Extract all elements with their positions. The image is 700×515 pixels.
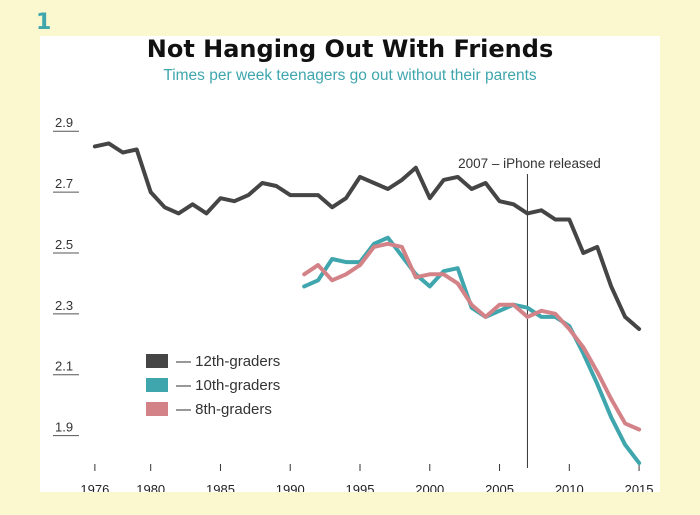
line-chart: Not Hanging Out With Friends Times per w… [53, 36, 654, 492]
y-tick: 1.9 [53, 420, 79, 437]
legend-item: — 12th-graders [146, 353, 280, 370]
figure-number: 1 [36, 10, 52, 35]
x-tick-label: 2000 [415, 482, 444, 492]
x-tick-label: 2015 [625, 482, 654, 492]
y-tick-label: 2.1 [55, 359, 73, 374]
y-tick: 2.3 [53, 298, 79, 315]
iphone-annotation-label: 2007 – iPhone released [458, 156, 601, 171]
legend-label: — 12th-graders [176, 353, 280, 370]
x-tick-label: 2005 [485, 482, 514, 492]
legend-item: — 10th-graders [146, 377, 280, 394]
series-line-8th-graders [302, 241, 642, 432]
x-tick: 1976 [80, 464, 109, 492]
chart-title: Not Hanging Out With Friends [147, 36, 553, 63]
x-axis: 1976 1980 1985 1990 1995 2000 2005 2010 2015 [80, 464, 654, 492]
legend-label: — 10th-graders [176, 377, 280, 394]
y-axis: 1.9 2.1 2.3 2.5 2.7 2.9 [53, 115, 79, 437]
x-tick: 2010 [555, 464, 584, 492]
x-tick: 1990 [276, 464, 305, 492]
series-line-10th-graders [302, 235, 642, 465]
legend: — 12th-graders — 10th-graders — 8th-grader… [146, 353, 280, 418]
y-tick-label: 1.9 [55, 420, 73, 435]
series-line-12th-graders [92, 141, 642, 331]
x-tick-label: 1995 [346, 482, 375, 492]
chart-panel: Not Hanging Out With Friends Times per w… [40, 36, 660, 492]
x-tick: 2015 [625, 464, 654, 492]
y-tick-label: 2.7 [55, 176, 73, 191]
y-tick: 2.9 [53, 115, 79, 132]
chart-subtitle: Times per week teenagers go out without … [163, 67, 537, 84]
x-tick-label: 1976 [80, 482, 109, 492]
x-tick-label: 1980 [136, 482, 165, 492]
y-tick-label: 2.3 [55, 298, 73, 313]
x-tick: 1995 [346, 464, 375, 492]
y-tick-label: 2.5 [55, 237, 73, 252]
legend-swatch [146, 378, 168, 392]
x-tick-label: 1990 [276, 482, 305, 492]
x-tick: 2005 [485, 464, 514, 492]
x-tick-label: 1985 [206, 482, 235, 492]
y-tick: 2.5 [53, 237, 79, 254]
x-tick-label: 2010 [555, 482, 584, 492]
iphone-annotation: 2007 – iPhone released [458, 156, 601, 468]
x-tick: 2000 [415, 464, 444, 492]
legend-swatch [146, 402, 168, 416]
series-lines [92, 141, 642, 465]
y-tick: 2.7 [53, 176, 79, 193]
legend-swatch [146, 354, 168, 368]
x-tick: 1980 [136, 464, 165, 492]
legend-label: — 8th-graders [176, 401, 272, 418]
legend-item: — 8th-graders [146, 401, 272, 418]
x-tick: 1985 [206, 464, 235, 492]
y-tick: 2.1 [53, 359, 79, 376]
y-tick-label: 2.9 [55, 115, 73, 130]
